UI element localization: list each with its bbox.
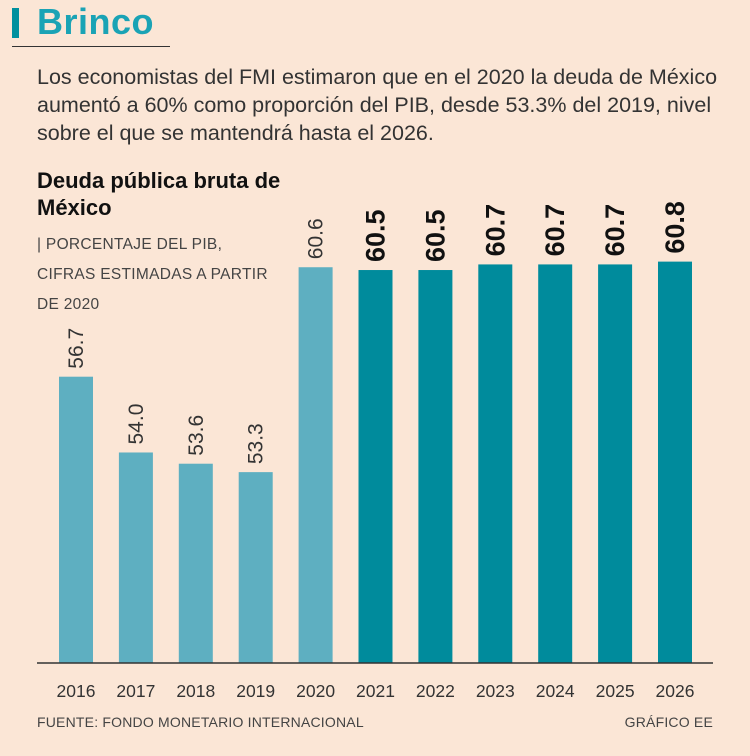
value-label-2025: 60.7 xyxy=(600,204,630,257)
bar-2019 xyxy=(238,472,273,663)
value-label-2023: 60.7 xyxy=(480,204,510,257)
bar-2018 xyxy=(178,463,213,663)
bar-2025 xyxy=(598,264,633,663)
bar-2016 xyxy=(59,376,93,663)
bar-2021 xyxy=(358,270,393,663)
x-tick-label-2023: 2023 xyxy=(476,681,515,701)
value-label-2021: 60.5 xyxy=(361,209,391,262)
value-label-2019: 53.3 xyxy=(245,423,268,464)
chart-subtitle: | PORCENTAJE DEL PIB, CIFRAS ESTIMADAS A… xyxy=(37,236,268,313)
header-accent-bar xyxy=(12,8,19,38)
page-title: Brinco xyxy=(37,1,155,42)
bar-2022 xyxy=(418,270,453,663)
x-tick-label-2020: 2020 xyxy=(296,681,335,701)
x-tick-label-2019: 2019 xyxy=(236,681,275,701)
x-tick-label-2016: 2016 xyxy=(57,681,96,701)
chart-title: Deuda pública bruta de México xyxy=(37,168,281,220)
value-label-2017: 54.0 xyxy=(125,404,148,445)
value-label-2016: 56.7 xyxy=(65,328,88,369)
intro-text: Los economistas del FMI estimaron que en… xyxy=(37,65,718,145)
x-tick-label-2018: 2018 xyxy=(176,681,215,701)
value-label-2024: 60.7 xyxy=(540,204,570,257)
x-tick-label-2024: 2024 xyxy=(536,681,575,701)
value-label-2018: 53.6 xyxy=(185,415,208,456)
x-tick-label-2022: 2022 xyxy=(416,681,455,701)
bar-2026 xyxy=(658,261,692,663)
title-divider xyxy=(12,46,170,47)
bar-2023 xyxy=(478,264,513,663)
x-tick-label-2026: 2026 xyxy=(656,681,695,701)
bar-2024 xyxy=(538,264,573,663)
value-label-2020: 60.6 xyxy=(305,218,328,259)
source-note: FUENTE: FONDO MONETARIO INTERNACIONAL xyxy=(37,714,364,730)
bar-2017 xyxy=(118,452,153,663)
value-label-2022: 60.5 xyxy=(420,209,450,262)
graphic-credit: GRÁFICO EE xyxy=(624,714,713,730)
x-tick-label-2025: 2025 xyxy=(596,681,635,701)
x-tick-label-2017: 2017 xyxy=(116,681,155,701)
value-label-2026: 60.8 xyxy=(660,201,690,254)
x-tick-label-2021: 2021 xyxy=(356,681,395,701)
bar-2020 xyxy=(298,267,333,663)
